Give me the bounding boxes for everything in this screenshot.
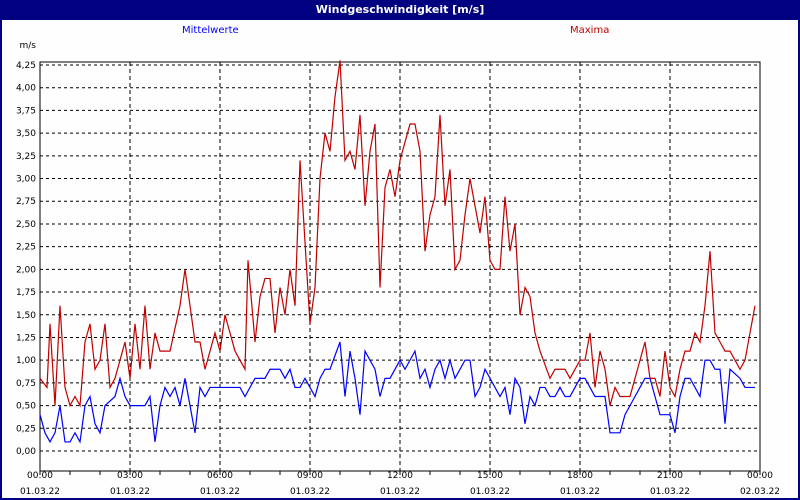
y-tick-label: 3,25 bbox=[16, 152, 36, 162]
y-tick-label: 0,25 bbox=[16, 424, 36, 434]
y-tick-label: 1,25 bbox=[16, 333, 36, 343]
y-tick-label: 1,75 bbox=[16, 288, 36, 298]
x-tick-date: 01.03.22 bbox=[650, 487, 690, 497]
series-line-maxima bbox=[39, 60, 756, 408]
series-line-mittelwerte bbox=[39, 341, 755, 444]
y-tick-label: 4,00 bbox=[16, 84, 36, 94]
x-tick-date: 01.03.22 bbox=[380, 487, 420, 497]
y-tick-label: 1,00 bbox=[16, 356, 36, 366]
x-tick-date: 01.03.22 bbox=[290, 487, 330, 497]
y-tick-label: 2,00 bbox=[16, 265, 36, 275]
x-tick-time: 03:00 bbox=[117, 471, 143, 481]
legend-mittelwerte: Mittelwerte bbox=[182, 25, 239, 36]
legend-maxima: Maxima bbox=[570, 25, 610, 36]
y-tick-label: 4,25 bbox=[16, 61, 36, 71]
y-tick-label: 0,50 bbox=[16, 402, 36, 412]
window-title: Windgeschwindigkeit [m/s] bbox=[0, 0, 800, 20]
y-tick-label: 2,50 bbox=[16, 220, 36, 230]
y-tick-label: 0,00 bbox=[16, 447, 36, 457]
x-tick-time: 00:00 bbox=[747, 471, 773, 481]
y-tick-label: 3,50 bbox=[16, 129, 36, 139]
x-tick-date: 02.03.22 bbox=[740, 487, 780, 497]
x-tick-date: 01.03.22 bbox=[470, 487, 510, 497]
y-tick-label: 2,25 bbox=[16, 243, 36, 253]
x-tick-time: 15:00 bbox=[477, 471, 503, 481]
x-tick-date: 01.03.22 bbox=[200, 487, 240, 497]
x-tick-time: 21:00 bbox=[657, 471, 683, 481]
y-tick-label: 3,75 bbox=[16, 106, 36, 116]
x-tick-date: 01.03.22 bbox=[110, 487, 150, 497]
x-tick-time: 00:00 bbox=[27, 471, 53, 481]
y-tick-label: 3,00 bbox=[16, 175, 36, 185]
y-tick-label: 0,75 bbox=[16, 379, 36, 389]
x-tick-date: 01.03.22 bbox=[560, 487, 600, 497]
x-tick-date: 01.03.22 bbox=[20, 487, 60, 497]
y-tick-label: 1,50 bbox=[16, 311, 36, 321]
y-tick-label: 2,75 bbox=[16, 197, 36, 207]
x-tick-time: 12:00 bbox=[387, 471, 413, 481]
y-axis-label: m/s bbox=[20, 41, 37, 51]
x-tick-time: 18:00 bbox=[567, 471, 593, 481]
x-tick-time: 06:00 bbox=[207, 471, 233, 481]
x-tick-time: 09:00 bbox=[297, 471, 323, 481]
